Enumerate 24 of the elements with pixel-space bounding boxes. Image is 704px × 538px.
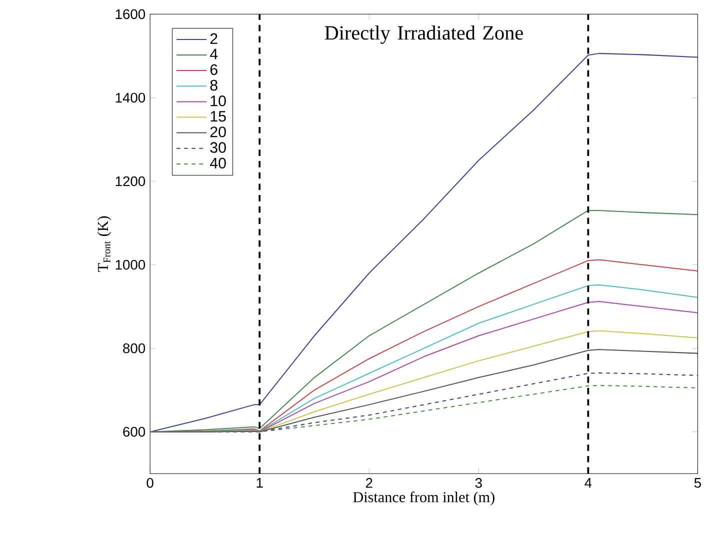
y-tick-label: 1000 — [116, 260, 146, 270]
legend-label: 2 — [210, 33, 218, 44]
legend-label: 4 — [210, 48, 218, 60]
y-axis-title: T$_{Front}$ (K) — [97, 216, 112, 272]
legend-label: 40 — [210, 158, 226, 169]
x-axis-title: Distance from inlet (m) — [353, 492, 494, 506]
x-tick-label: 4 — [584, 478, 592, 488]
y-tick-label: 1600 — [116, 9, 146, 20]
legend-label: 8 — [210, 80, 218, 91]
x-tick-label: 2 — [366, 478, 372, 488]
y-tick-label: 600 — [123, 427, 146, 437]
x-tick-label: 0 — [146, 478, 154, 488]
legend-label: 10 — [210, 96, 226, 106]
y-tick-label: 1400 — [116, 92, 146, 103]
legend-label: 20 — [210, 126, 226, 138]
annotation: Directly Irradiated Zone — [324, 26, 523, 44]
y-tick-label: 1200 — [116, 176, 146, 186]
legend-label: 6 — [210, 64, 218, 76]
x-tick-label: 5 — [694, 478, 701, 488]
legend-label: 15 — [210, 111, 226, 122]
y-tick-label: 800 — [123, 343, 146, 354]
x-tick-label: 1 — [256, 478, 263, 488]
x-tick-label: 3 — [475, 478, 482, 488]
legend-label: 30 — [210, 142, 226, 153]
